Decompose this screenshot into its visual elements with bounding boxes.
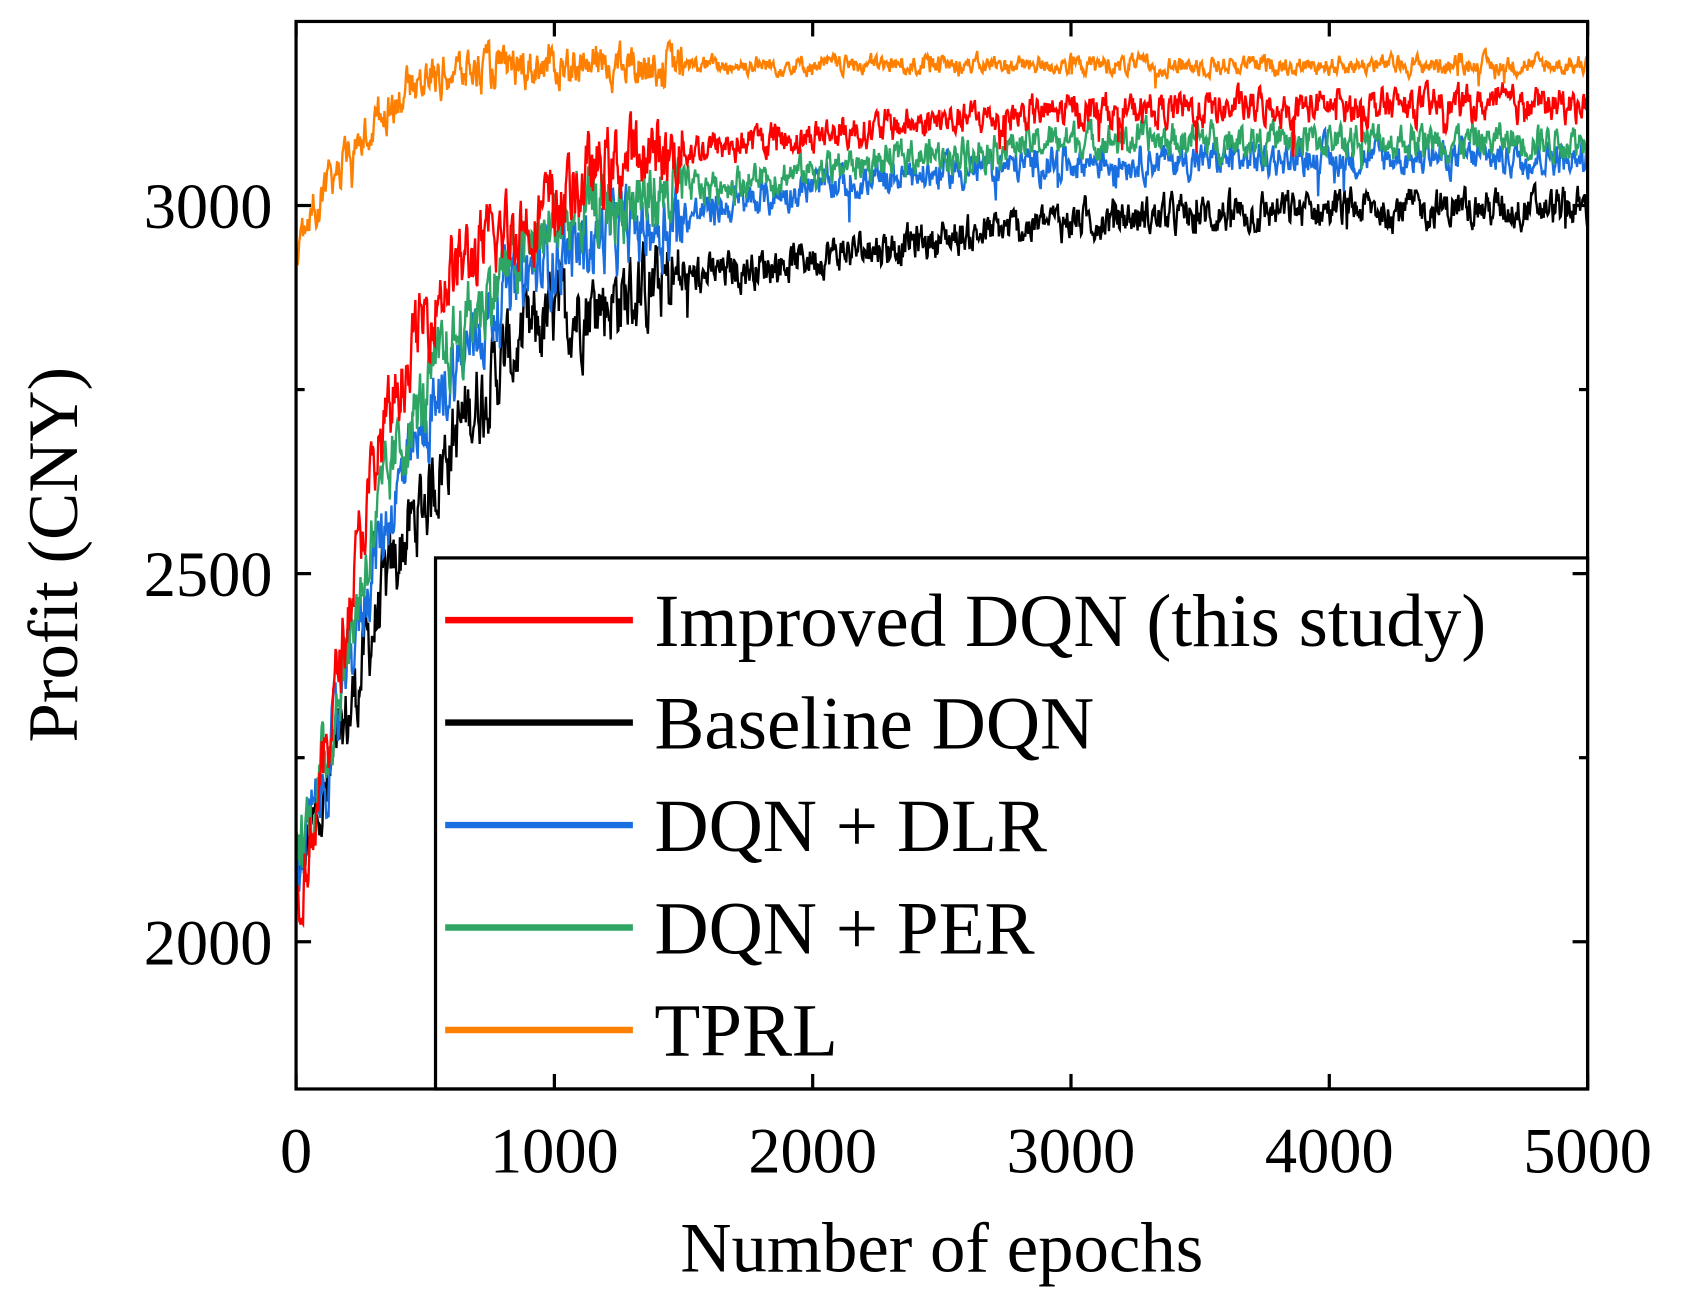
axis-ticks xyxy=(294,21,1590,1089)
series-line-0 xyxy=(294,79,1588,929)
y-axis-title: Profit (CNY) xyxy=(15,367,93,743)
x-tick-label: 4000 xyxy=(1265,1116,1394,1187)
x-tick-label: 0 xyxy=(280,1116,312,1187)
y-tick-label: 2000 xyxy=(144,907,273,978)
y-tick-label: 3000 xyxy=(144,171,273,242)
y-tick-labels: 2000 2500 3000 xyxy=(144,171,273,978)
series-lines xyxy=(294,38,1589,929)
x-tick-labels: 0 1000 2000 3000 4000 5000 xyxy=(280,1116,1652,1187)
series-line-1 xyxy=(294,180,1589,886)
series-line-4 xyxy=(294,38,1589,266)
x-tick-label: 1000 xyxy=(490,1116,619,1187)
legend: Improved DQN (this study) Baseline DQN DQN… xyxy=(433,556,1590,1091)
x-tick-label: 3000 xyxy=(1007,1116,1136,1187)
x-tick-label: 2000 xyxy=(748,1116,877,1187)
legend-label: TPRL xyxy=(654,990,838,1073)
series-line-2 xyxy=(294,125,1589,892)
x-axis-title: Number of epochs xyxy=(680,1209,1203,1287)
legend-label: DQN + DLR xyxy=(654,785,1047,868)
x-tick-label: 5000 xyxy=(1523,1116,1652,1187)
y-tick-label: 2500 xyxy=(144,539,273,610)
plot-frame xyxy=(294,19,1590,1091)
legend-label: Baseline DQN xyxy=(654,682,1094,765)
legend-label: Improved DQN (this study) xyxy=(654,580,1486,663)
legend-label: DQN + PER xyxy=(654,887,1034,970)
